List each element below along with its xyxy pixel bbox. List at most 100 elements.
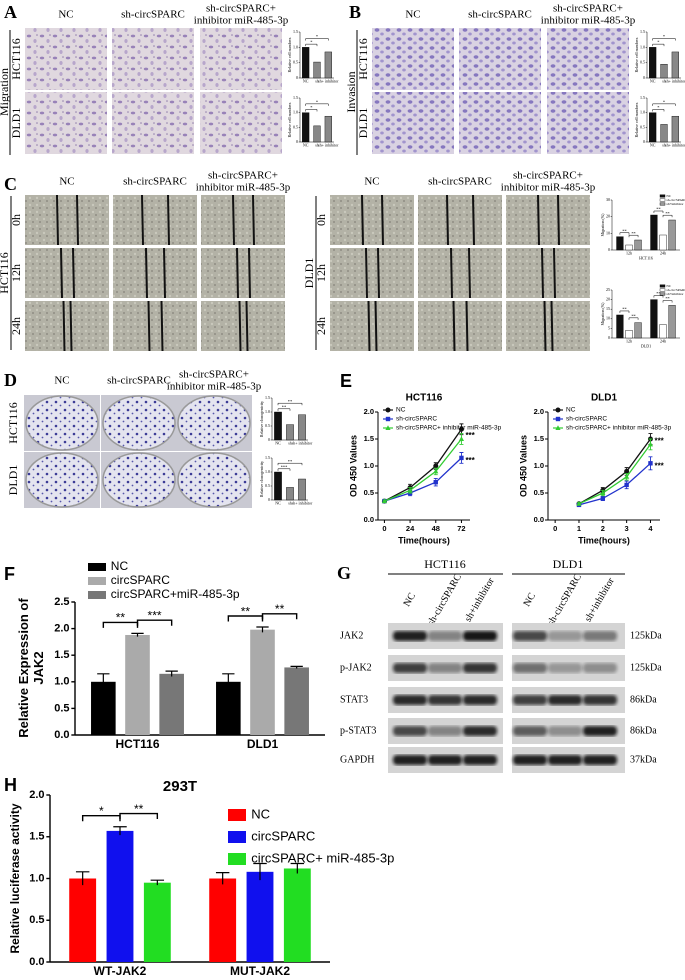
legend-label: sh-circSPARC xyxy=(566,416,607,423)
significance-bracket xyxy=(136,619,173,626)
scratch-edge xyxy=(377,247,380,299)
significance-bracket xyxy=(653,295,664,298)
marker xyxy=(624,468,630,474)
x-tick-label: sh+ inhibitor xyxy=(318,79,339,84)
x-axis-label: Time(hours) xyxy=(398,535,450,545)
y-tick-label: 1.0 xyxy=(293,44,298,49)
significance-label: ** xyxy=(241,604,251,618)
legend-label: NC xyxy=(666,194,672,198)
legend-swatch xyxy=(659,292,666,296)
series-line xyxy=(384,457,462,502)
legend-swatch xyxy=(659,194,666,198)
blot-band xyxy=(583,695,617,705)
column-header: inhibitor miR-485-3p xyxy=(541,15,636,27)
scratch-edge xyxy=(141,194,144,246)
scratch-edge xyxy=(465,300,469,352)
y-tick-label: 1.0 xyxy=(364,461,374,470)
y-tick-label: 1.0 xyxy=(640,44,645,49)
x-tick-label: 24h xyxy=(660,251,666,256)
bar xyxy=(660,124,668,143)
scratch-edge xyxy=(248,247,251,299)
x-tick-label: NC xyxy=(650,79,656,84)
scratch-edge xyxy=(252,194,255,246)
significance-label: ** xyxy=(288,399,292,404)
legend-label: sh-circSPARC xyxy=(666,288,685,292)
error-bar xyxy=(150,879,165,886)
scratch-image xyxy=(201,195,285,245)
bar xyxy=(649,47,657,79)
series-line xyxy=(578,462,651,506)
x-tick-label: 3 xyxy=(625,524,629,533)
y-axis-label: Relative luciferase activity xyxy=(8,803,22,953)
y-tick-label: 0 xyxy=(643,139,645,144)
scratch-edge xyxy=(543,300,547,352)
y-axis-label: OD 450 Values xyxy=(348,435,358,497)
significance-label: * xyxy=(316,99,318,104)
bar xyxy=(616,236,624,251)
blot-size: 125kDa xyxy=(630,662,662,673)
scratch-edge xyxy=(62,300,66,352)
micrograph xyxy=(200,92,282,154)
legend-swatch xyxy=(88,591,106,599)
blot-band xyxy=(513,631,547,641)
x-axis-label: HCT116 xyxy=(639,256,653,261)
blot-band xyxy=(583,755,617,765)
micrograph xyxy=(459,92,541,154)
bar xyxy=(274,411,282,441)
bar xyxy=(274,471,282,501)
y-tick-label: 0.5 xyxy=(293,60,298,65)
plate xyxy=(25,395,99,451)
y-tick-label: 1.0 xyxy=(293,110,298,115)
y-tick-label: 20 xyxy=(606,214,610,219)
blot-band xyxy=(548,726,582,736)
x-tick-label: 12h xyxy=(626,251,632,256)
blot-band xyxy=(513,695,547,705)
legend-swatch xyxy=(88,563,106,571)
legend-swatch xyxy=(659,288,666,292)
x-tick-label: HCT116 xyxy=(115,737,159,751)
error-bar xyxy=(97,673,110,690)
micrograph xyxy=(112,28,194,90)
x-tick-label: WT-JAK2 xyxy=(94,964,147,978)
x-axis-label: Time(hours) xyxy=(578,535,630,545)
legend-label: sh-circSPARC+ inhibitor miR-485-3p xyxy=(396,425,502,432)
blot-label: STAT3 xyxy=(340,694,368,705)
marker xyxy=(433,480,438,485)
y-tick-label: 5 xyxy=(608,325,610,330)
error-bar xyxy=(290,862,305,874)
x-axis-label: DLD1 xyxy=(641,344,651,349)
bar xyxy=(143,882,171,962)
significance-label: ** xyxy=(282,404,286,409)
y-tick-label: 1.5 xyxy=(293,29,298,34)
scratch-edge xyxy=(446,194,449,246)
panel-label: E xyxy=(340,371,352,391)
scratch-image xyxy=(201,301,285,351)
bar xyxy=(625,330,633,339)
y-tick-label: 0 xyxy=(268,437,270,442)
significance-label: ** xyxy=(622,228,626,233)
significance-bracket xyxy=(652,38,676,41)
marker xyxy=(555,407,561,413)
marker xyxy=(458,426,464,432)
blot-band xyxy=(548,755,582,765)
panel-label: C xyxy=(4,174,17,194)
y-axis-label: Relative Expression of JAK2 xyxy=(16,598,46,738)
bar xyxy=(209,878,237,962)
legend-label: circSPARC+miR-485-3p xyxy=(111,587,240,601)
bar xyxy=(283,868,311,962)
row-label: DLD1 xyxy=(356,108,370,139)
row-label: 0h xyxy=(314,214,328,226)
column-header: NC xyxy=(59,176,74,188)
y-tick-label: 1.0 xyxy=(54,676,69,688)
marker xyxy=(385,416,391,422)
x-tick-label: sh xyxy=(315,143,319,148)
marker xyxy=(555,416,561,422)
x-tick-label: DLD1 xyxy=(247,737,279,751)
column-header: NC xyxy=(54,375,69,387)
blot-size: 86kDa xyxy=(630,694,657,705)
bar xyxy=(659,324,667,339)
marker xyxy=(433,468,439,474)
